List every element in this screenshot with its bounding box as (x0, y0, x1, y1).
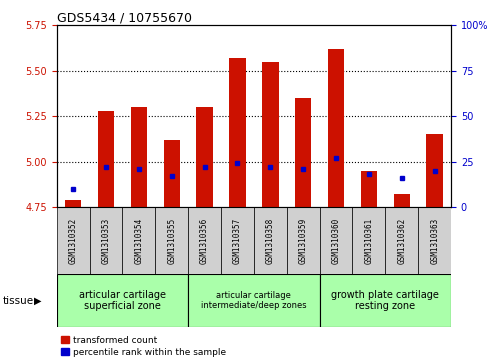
Text: GSM1310361: GSM1310361 (364, 217, 373, 264)
Bar (352, 207, 386, 274)
Text: GSM1310360: GSM1310360 (332, 217, 341, 264)
Text: growth plate cartilage
resting zone: growth plate cartilage resting zone (331, 290, 439, 311)
Bar (262, 62, 279, 207)
Bar (328, 49, 344, 207)
Text: tissue: tissue (2, 295, 34, 306)
Text: GSM1310358: GSM1310358 (266, 217, 275, 264)
Bar (188, 274, 319, 327)
Bar (57, 207, 90, 274)
Bar (254, 207, 287, 274)
Bar (418, 207, 451, 274)
Text: ▶: ▶ (34, 295, 41, 306)
Bar (57, 274, 188, 327)
Bar (131, 107, 147, 207)
Text: GSM1310356: GSM1310356 (200, 217, 209, 264)
Text: GSM1310352: GSM1310352 (69, 217, 77, 264)
Text: GSM1310355: GSM1310355 (167, 217, 176, 264)
Bar (319, 274, 451, 327)
Bar (393, 194, 410, 207)
Bar (229, 58, 246, 207)
Legend: transformed count, percentile rank within the sample: transformed count, percentile rank withi… (61, 336, 226, 357)
Text: GSM1310363: GSM1310363 (430, 217, 439, 264)
Bar (98, 111, 114, 207)
Bar (426, 134, 443, 207)
Text: GSM1310354: GSM1310354 (135, 217, 143, 264)
Bar (361, 171, 377, 207)
Bar (65, 200, 81, 207)
Text: GDS5434 / 10755670: GDS5434 / 10755670 (57, 11, 192, 24)
Bar (386, 207, 418, 274)
Bar (319, 207, 352, 274)
Bar (155, 207, 188, 274)
Bar (188, 207, 221, 274)
Text: GSM1310353: GSM1310353 (102, 217, 110, 264)
Text: articular cartilage
superficial zone: articular cartilage superficial zone (79, 290, 166, 311)
Bar (221, 207, 254, 274)
Text: GSM1310362: GSM1310362 (397, 217, 406, 264)
Text: GSM1310357: GSM1310357 (233, 217, 242, 264)
Bar (164, 140, 180, 207)
Bar (295, 98, 312, 207)
Bar (90, 207, 122, 274)
Bar (196, 107, 213, 207)
Text: GSM1310359: GSM1310359 (299, 217, 308, 264)
Bar (287, 207, 319, 274)
Bar (122, 207, 155, 274)
Text: articular cartilage
intermediate/deep zones: articular cartilage intermediate/deep zo… (201, 291, 307, 310)
